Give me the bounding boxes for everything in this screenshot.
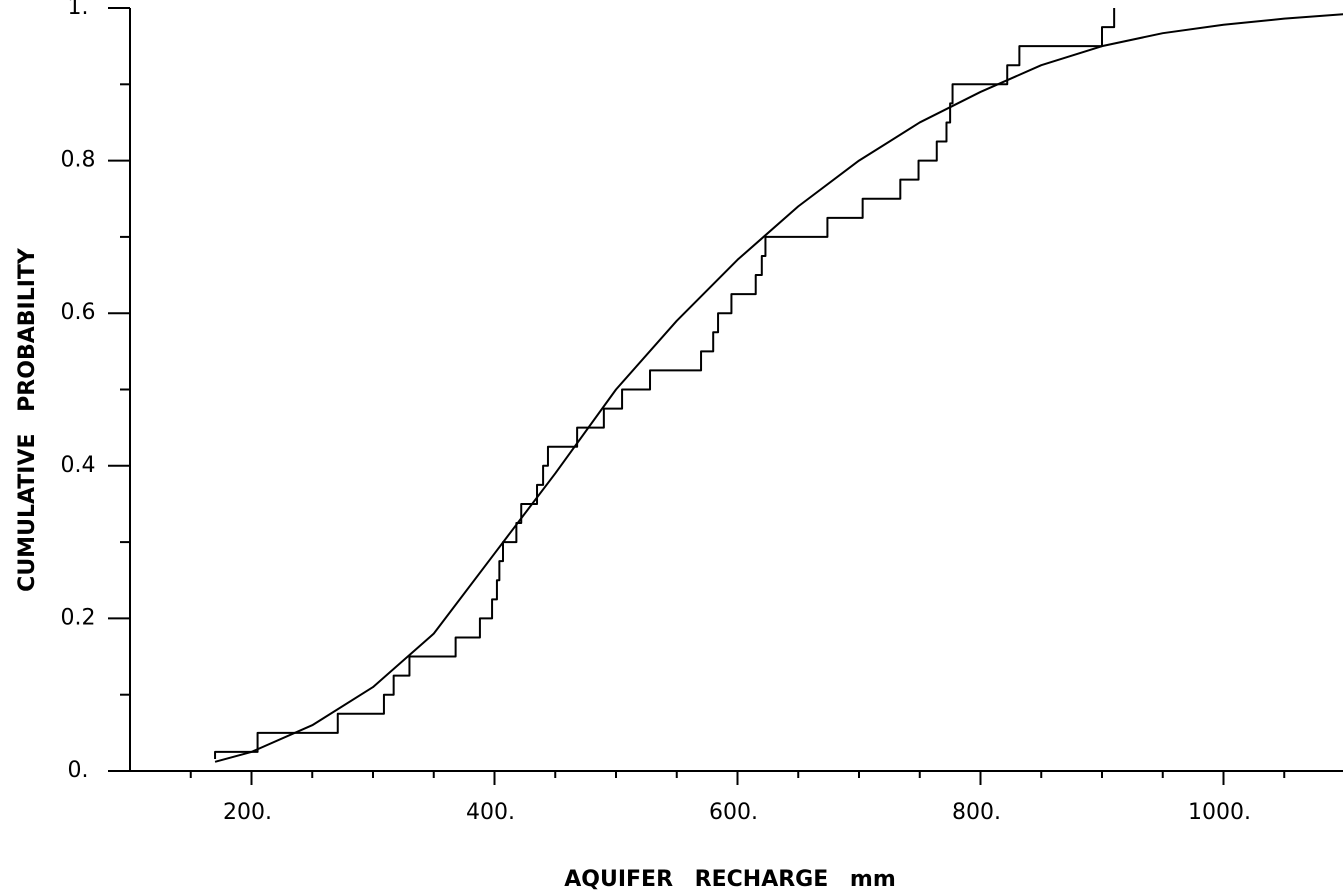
x-tick-label: 600.	[709, 800, 758, 825]
y-tick-label: 0.4	[61, 453, 96, 478]
y-tick-label: 0.2	[61, 605, 96, 630]
y-tick-label: 0.6	[61, 300, 96, 325]
x-tick-label: 400.	[466, 800, 515, 825]
y-axis-label: CUMULATIVE PROBABILITY	[15, 247, 40, 592]
y-tick-label: 1.	[68, 0, 89, 20]
x-tick-label: 800.	[952, 800, 1001, 825]
x-tick-label: 200.	[223, 800, 272, 825]
fitted-curve	[214, 13, 1343, 763]
step-line	[214, 8, 1116, 759]
y-tick-label: 0.8	[61, 148, 96, 173]
y-tick-label: 0.	[68, 758, 89, 783]
x-tick-label: 1000.	[1188, 800, 1251, 825]
x-axis-label: AQUIFER RECHARGE mm	[564, 867, 896, 892]
